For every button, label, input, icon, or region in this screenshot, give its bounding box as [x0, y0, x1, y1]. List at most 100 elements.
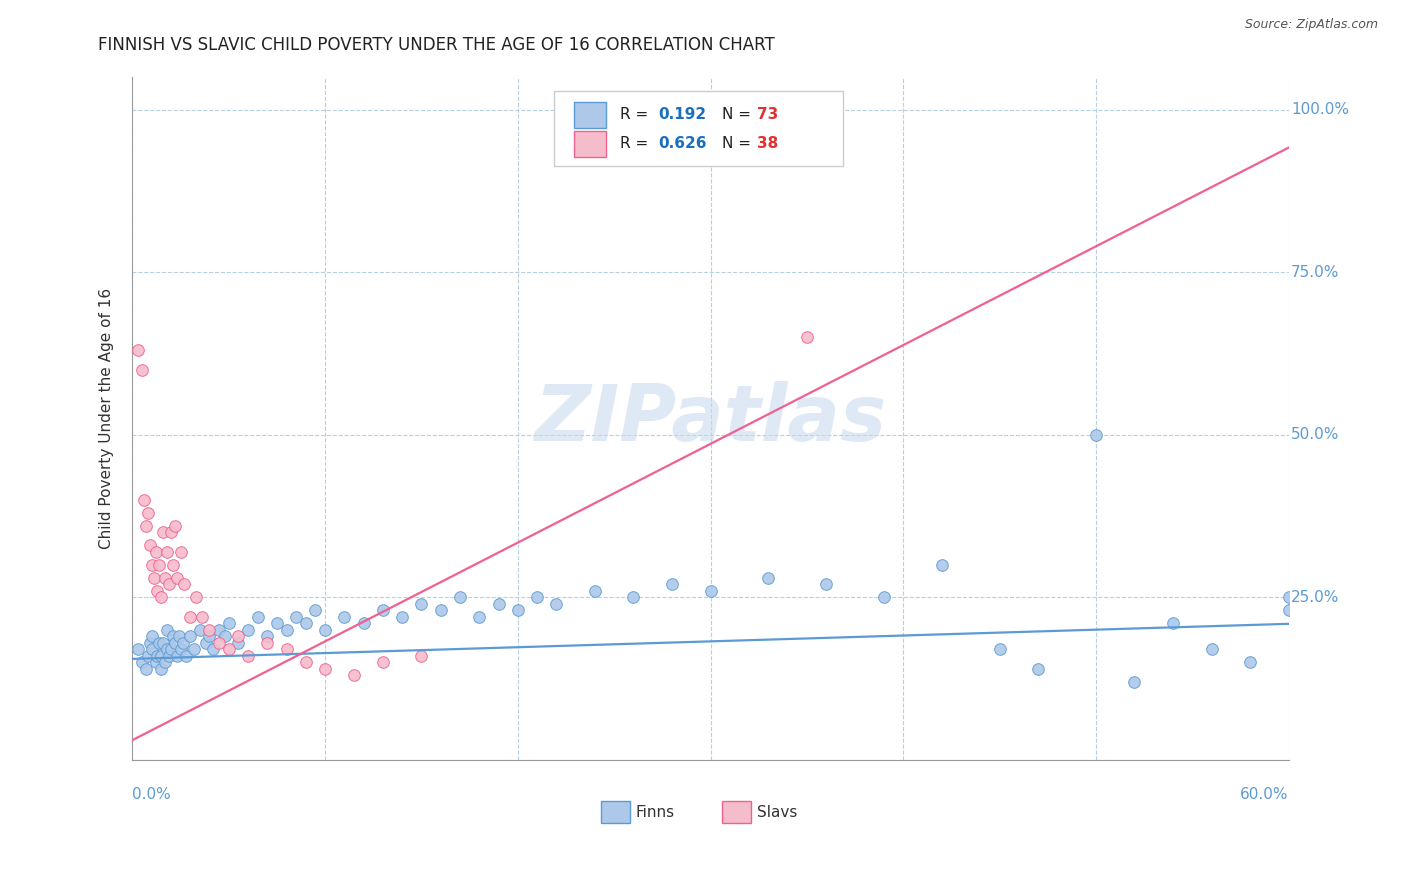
- Point: [314, 662, 336, 676]
- Point: [127, 642, 149, 657]
- Point: [1123, 674, 1146, 689]
- Text: 38: 38: [756, 136, 778, 151]
- Text: Finns: Finns: [636, 805, 675, 820]
- Point: [163, 635, 186, 649]
- Point: [145, 655, 167, 669]
- Point: [188, 623, 211, 637]
- Point: [153, 571, 176, 585]
- Point: [353, 616, 375, 631]
- Point: [163, 518, 186, 533]
- Point: [411, 648, 433, 663]
- FancyBboxPatch shape: [554, 91, 844, 166]
- Point: [815, 577, 838, 591]
- Text: N =: N =: [723, 107, 756, 122]
- Point: [661, 577, 683, 591]
- Point: [160, 642, 183, 657]
- Point: [228, 629, 250, 643]
- Point: [146, 648, 169, 663]
- Point: [179, 629, 201, 643]
- Point: [156, 545, 179, 559]
- Point: [162, 558, 184, 572]
- Point: [139, 538, 162, 552]
- Point: [148, 558, 170, 572]
- Point: [411, 597, 433, 611]
- Point: [246, 609, 269, 624]
- Point: [371, 655, 394, 669]
- FancyBboxPatch shape: [723, 801, 751, 823]
- Point: [276, 623, 298, 637]
- Point: [166, 571, 188, 585]
- Point: [236, 648, 259, 663]
- Point: [198, 623, 221, 637]
- Point: [179, 609, 201, 624]
- Point: [166, 648, 188, 663]
- Point: [266, 616, 288, 631]
- Point: [1084, 427, 1107, 442]
- Point: [208, 623, 231, 637]
- Text: N =: N =: [723, 136, 756, 151]
- Point: [136, 648, 159, 663]
- Point: [184, 590, 207, 604]
- Point: [132, 492, 155, 507]
- Text: 0.0%: 0.0%: [132, 787, 172, 802]
- Point: [153, 655, 176, 669]
- Text: 25.0%: 25.0%: [1291, 590, 1340, 605]
- Point: [183, 642, 205, 657]
- Point: [156, 623, 179, 637]
- Point: [623, 590, 645, 604]
- Point: [131, 655, 153, 669]
- Point: [127, 343, 149, 358]
- Point: [343, 668, 366, 682]
- Point: [146, 583, 169, 598]
- Point: [148, 635, 170, 649]
- Point: [429, 603, 451, 617]
- Point: [176, 648, 198, 663]
- Point: [449, 590, 471, 604]
- Text: Slavs: Slavs: [756, 805, 797, 820]
- Point: [546, 597, 568, 611]
- Point: [1201, 642, 1223, 657]
- Point: [141, 629, 163, 643]
- Point: [141, 558, 163, 572]
- Point: [214, 629, 236, 643]
- Point: [314, 623, 336, 637]
- FancyBboxPatch shape: [574, 130, 606, 157]
- Point: [145, 545, 167, 559]
- Point: [169, 642, 191, 657]
- Point: [228, 635, 250, 649]
- Point: [167, 629, 190, 643]
- Text: 100.0%: 100.0%: [1291, 103, 1348, 118]
- Point: [295, 655, 318, 669]
- Point: [333, 609, 356, 624]
- Point: [256, 635, 278, 649]
- Point: [295, 616, 318, 631]
- Point: [304, 603, 326, 617]
- Text: Source: ZipAtlas.com: Source: ZipAtlas.com: [1244, 18, 1378, 31]
- Point: [208, 635, 231, 649]
- Point: [796, 330, 818, 344]
- Point: [1278, 590, 1301, 604]
- Point: [931, 558, 953, 572]
- FancyBboxPatch shape: [574, 102, 606, 128]
- Point: [276, 642, 298, 657]
- Text: ZIPatlas: ZIPatlas: [534, 381, 887, 457]
- Point: [488, 597, 510, 611]
- Point: [1239, 655, 1261, 669]
- Point: [1161, 616, 1184, 631]
- Point: [256, 629, 278, 643]
- Text: 0.192: 0.192: [658, 107, 707, 122]
- Point: [162, 629, 184, 643]
- Point: [156, 642, 179, 657]
- Text: R =: R =: [620, 136, 654, 151]
- Point: [141, 642, 163, 657]
- Point: [198, 629, 221, 643]
- Point: [139, 635, 162, 649]
- Point: [1026, 662, 1049, 676]
- Point: [526, 590, 548, 604]
- Point: [135, 518, 157, 533]
- Text: FINNISH VS SLAVIC CHILD POVERTY UNDER THE AGE OF 16 CORRELATION CHART: FINNISH VS SLAVIC CHILD POVERTY UNDER TH…: [98, 36, 775, 54]
- Point: [157, 577, 180, 591]
- Point: [150, 662, 173, 676]
- Point: [218, 642, 240, 657]
- Point: [756, 571, 779, 585]
